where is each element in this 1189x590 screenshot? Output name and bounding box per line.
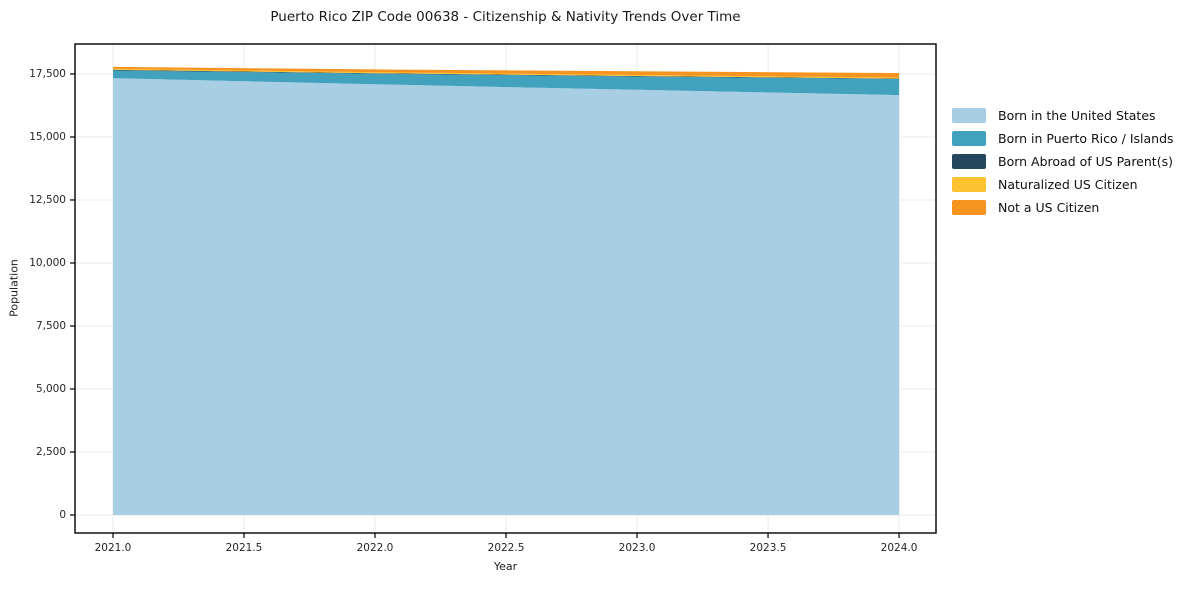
x-tick-label: 2023.5 bbox=[749, 542, 787, 554]
legend-item: Not a US Citizen bbox=[952, 200, 1174, 215]
x-tick-label: 2021.0 bbox=[94, 542, 132, 554]
area-series bbox=[113, 68, 900, 79]
y-tick-label: 7,500 bbox=[35, 319, 66, 332]
legend-swatch bbox=[952, 108, 986, 123]
area-series bbox=[113, 69, 900, 79]
plot-border bbox=[74, 43, 937, 534]
legend-label: Not a US Citizen bbox=[998, 200, 1100, 215]
legend-item: Born Abroad of US Parent(s) bbox=[952, 154, 1174, 169]
y-tick-label: 0 bbox=[59, 509, 66, 521]
legend-label: Born in Puerto Rico / Islands bbox=[998, 131, 1174, 146]
x-tick-label: 2024.0 bbox=[880, 542, 918, 554]
y-axis-label: Population bbox=[7, 259, 21, 317]
legend-swatch bbox=[952, 154, 986, 169]
x-tick-label: 2021.5 bbox=[225, 542, 263, 554]
area-series bbox=[113, 66, 900, 78]
area-series bbox=[113, 78, 900, 515]
chart-title: Puerto Rico ZIP Code 00638 - Citizenship… bbox=[270, 9, 741, 25]
y-tick-label: 17,500 bbox=[29, 67, 66, 80]
legend-item: Born in the United States bbox=[952, 108, 1174, 123]
legend: Born in the United States Born in Puerto … bbox=[952, 108, 1174, 223]
y-tick-label: 10,000 bbox=[29, 256, 66, 269]
legend-item: Naturalized US Citizen bbox=[952, 177, 1174, 192]
y-tick-label: 5,000 bbox=[35, 382, 66, 395]
x-tick-label: 2022.0 bbox=[356, 542, 394, 554]
legend-item: Born in Puerto Rico / Islands bbox=[952, 131, 1174, 146]
legend-label: Born in the United States bbox=[998, 108, 1156, 123]
area-series bbox=[113, 70, 900, 96]
x-axis-label: Year bbox=[493, 560, 518, 573]
legend-label: Born Abroad of US Parent(s) bbox=[998, 154, 1173, 169]
legend-swatch bbox=[952, 200, 986, 215]
x-tick-label: 2023.0 bbox=[618, 542, 656, 554]
legend-swatch bbox=[952, 177, 986, 192]
y-tick-label: 12,500 bbox=[29, 193, 66, 206]
legend-swatch bbox=[952, 131, 986, 146]
legend-label: Naturalized US Citizen bbox=[998, 177, 1138, 192]
y-tick-label: 2,500 bbox=[35, 445, 66, 458]
x-tick-label: 2022.5 bbox=[487, 542, 525, 554]
y-tick-label: 15,000 bbox=[29, 130, 66, 143]
